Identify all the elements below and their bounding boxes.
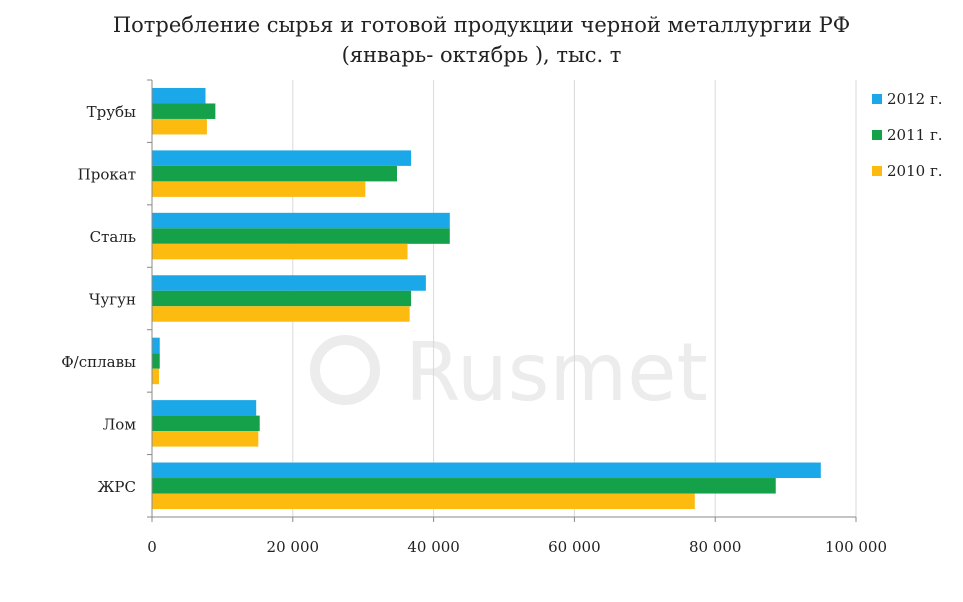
bar-2010-4 — [152, 368, 160, 385]
bar-2011-0 — [152, 103, 216, 119]
bar-2010-5 — [152, 431, 259, 447]
legend-swatch — [872, 130, 882, 140]
bar-2012-5 — [152, 400, 257, 416]
bar-2012-4 — [152, 337, 160, 354]
watermark-logo-icon — [310, 335, 380, 405]
category-label: Прокат — [78, 166, 136, 184]
legend-label: 2010 г. — [887, 162, 943, 180]
chart-title-line-1: Потребление сырья и готовой продукции че… — [112, 13, 851, 37]
category-label: Трубы — [87, 103, 136, 121]
bar-2011-5 — [152, 415, 260, 432]
bar-2010-0 — [152, 118, 207, 135]
x-tick-label: 60 000 — [548, 538, 601, 556]
category-label: Чугун — [89, 291, 136, 309]
chart-title: Потребление сырья и готовой продукции че… — [0, 10, 963, 70]
bar-2011-2 — [152, 228, 450, 244]
bar-2012-0 — [152, 87, 206, 104]
bar-2011-6 — [152, 478, 776, 494]
bars — [152, 87, 821, 510]
bar-2010-3 — [152, 306, 410, 322]
bar-2010-1 — [152, 181, 366, 197]
axes: 0 20 000 40 000 60 000 80 000 100 000 Трубы Про… — [61, 79, 887, 556]
bar-2010-6 — [152, 493, 695, 510]
legend-swatch — [872, 94, 882, 104]
chart-title-line-2: (январь- октябрь ), тыс. т — [341, 43, 622, 67]
bar-2011-4 — [152, 353, 160, 369]
x-tick-label: 80 000 — [689, 538, 742, 556]
bar-2010-2 — [152, 243, 408, 260]
x-tick-label: 100 000 — [825, 538, 887, 556]
category-label: Сталь — [90, 228, 136, 246]
bar-2011-3 — [152, 290, 412, 307]
x-tick-label: 20 000 — [267, 538, 320, 556]
category-label: Лом — [103, 415, 137, 433]
bar-2011-1 — [152, 165, 397, 182]
bar-2012-1 — [152, 150, 412, 166]
watermark-text: Rusmet — [405, 326, 708, 419]
legend: 2012 г. 2011 г. 2010 г. — [872, 90, 943, 180]
category-label: ЖРС — [98, 478, 136, 496]
category-label: Ф/сплавы — [61, 353, 136, 371]
x-tick-label: 0 — [147, 538, 157, 556]
legend-swatch — [872, 166, 882, 176]
x-tick-label: 40 000 — [407, 538, 460, 556]
bar-2012-2 — [152, 212, 450, 229]
watermark: Rusmet — [310, 326, 708, 419]
legend-label: 2012 г. — [887, 90, 943, 108]
bar-2012-6 — [152, 462, 821, 479]
legend-label: 2011 г. — [887, 126, 943, 144]
bar-2012-3 — [152, 275, 426, 291]
